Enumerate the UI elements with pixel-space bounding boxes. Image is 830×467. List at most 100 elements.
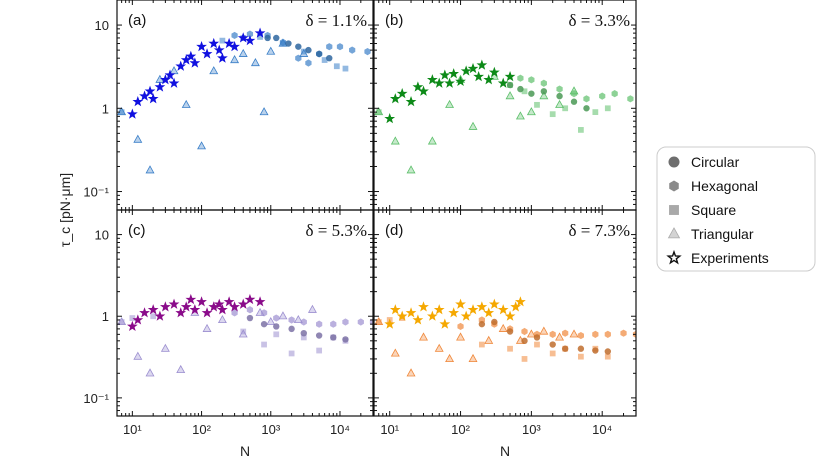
triangular-point xyxy=(390,348,400,357)
experiment-point xyxy=(448,68,460,79)
panel-label: (d) xyxy=(385,222,403,239)
circular-point xyxy=(300,329,307,337)
hexagonal-point xyxy=(556,85,563,93)
experiment-point xyxy=(168,298,180,309)
triangular-point xyxy=(468,121,478,130)
experiment-point xyxy=(244,293,256,305)
experiment-point xyxy=(229,301,240,312)
triangular-point xyxy=(468,353,478,362)
legend-label: Circular xyxy=(691,154,740,170)
circular-point xyxy=(315,50,323,58)
experiment-point xyxy=(418,85,429,96)
square-point xyxy=(578,353,584,360)
experiment-point xyxy=(467,304,479,315)
experiment-point xyxy=(147,93,159,104)
experiment-point xyxy=(497,304,509,315)
series-experiments xyxy=(126,27,266,119)
triangular-point xyxy=(445,99,455,108)
experiment-point xyxy=(254,27,266,38)
legend-label: Triangular xyxy=(691,226,754,242)
hexagonal-point xyxy=(246,30,254,38)
experiment-point xyxy=(444,77,455,88)
circular-point xyxy=(577,345,585,352)
triangular-point xyxy=(250,58,260,67)
experiment-point xyxy=(483,307,495,318)
plot-area xyxy=(374,59,634,174)
experiment-point xyxy=(497,77,509,88)
triangular-point xyxy=(526,329,536,338)
hexagonal-point xyxy=(300,318,307,326)
experiment-point xyxy=(164,69,176,80)
square-point xyxy=(129,315,136,321)
triangular-point xyxy=(434,343,444,352)
hexagonal-point xyxy=(357,318,364,326)
triangular-point xyxy=(498,323,508,332)
triangular-point xyxy=(555,332,565,341)
circular-point xyxy=(540,88,548,95)
legend-label: Experiments xyxy=(691,250,769,266)
triangular-point xyxy=(181,99,191,108)
y-tick-label: 10⁻¹ xyxy=(83,391,109,406)
series-triangular xyxy=(374,71,579,174)
panel-frame xyxy=(116,0,374,211)
hexagonal-point xyxy=(604,330,611,338)
experiment-point xyxy=(476,59,488,70)
square-point xyxy=(478,341,485,348)
hexagonal-point xyxy=(349,46,356,54)
experiment-point xyxy=(237,298,249,309)
circular-point xyxy=(326,54,333,62)
triangular-point xyxy=(266,316,276,326)
legend-layer: Circular Hexagonal Square Triangular Experim… xyxy=(656,146,816,272)
triangular-point xyxy=(569,329,579,338)
circular-point xyxy=(556,92,563,100)
x-tick-label: 10³ xyxy=(522,422,541,437)
square-point xyxy=(150,313,157,320)
series-circular xyxy=(478,318,612,355)
experiment-point xyxy=(460,65,472,76)
experiment-point xyxy=(217,52,228,63)
panel-a: (a) δ = 1.1% 10 1 10⁻¹ xyxy=(83,0,374,211)
panel-label: (b) xyxy=(385,12,403,29)
experiment-point xyxy=(504,70,516,82)
triangular-point xyxy=(160,343,170,352)
experiment-point xyxy=(412,81,424,92)
square-point xyxy=(118,109,125,115)
experiment-point xyxy=(144,85,156,96)
experiment-point xyxy=(196,296,207,307)
triangular-point xyxy=(202,323,212,332)
panel-c: (c) δ = 5.3% 10 1 10⁻¹ 10¹ 10² 10³ 10⁴ N xyxy=(83,209,374,459)
experiment-point xyxy=(488,66,500,77)
circular-point xyxy=(592,347,599,354)
circular-point xyxy=(295,43,302,50)
square-point xyxy=(521,356,528,362)
square-point xyxy=(316,347,323,354)
panel-frame xyxy=(116,209,374,417)
experiment-point xyxy=(488,298,500,309)
experiment-point xyxy=(467,62,479,74)
triangular-point xyxy=(406,165,416,174)
x-tick-label: 10⁴ xyxy=(330,422,350,437)
hexagonal-point xyxy=(336,43,344,51)
delta-label: δ = 3.3% xyxy=(568,11,630,30)
series-square xyxy=(118,313,349,357)
experiment-point xyxy=(455,298,466,309)
triangular-point xyxy=(145,165,155,174)
square-point xyxy=(257,34,263,40)
circular-point xyxy=(570,98,578,105)
square-point xyxy=(375,319,382,325)
hexagonal-point xyxy=(279,38,287,46)
circular-point xyxy=(273,34,280,42)
triangular-point xyxy=(133,134,143,143)
experiment-point xyxy=(189,304,201,315)
square-point xyxy=(507,345,513,352)
legend-entry: Circular xyxy=(668,154,740,170)
triangular-point xyxy=(526,107,536,116)
panel-d: (d) δ = 7.3% 10¹ 10² 10³ 10⁴ N xyxy=(373,209,637,459)
experiment-point xyxy=(126,108,138,119)
experiment-point xyxy=(439,318,451,329)
triangular-point xyxy=(293,314,303,324)
series-experiments xyxy=(384,59,516,124)
hexagonal-point xyxy=(627,95,634,103)
hexagonal-point xyxy=(364,47,371,56)
